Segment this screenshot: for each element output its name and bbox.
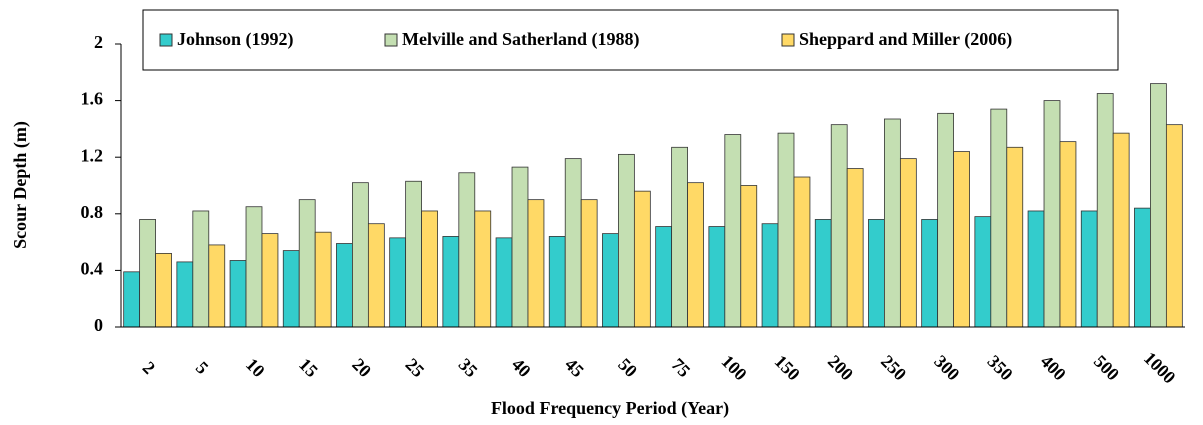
x-tick-label: 25: [401, 354, 428, 381]
bar: [421, 210, 438, 328]
legend-label: Johnson (1992): [177, 29, 294, 50]
bar: [633, 190, 651, 328]
x-tick-label: 5: [192, 357, 213, 378]
bar: [261, 233, 279, 328]
bar: [884, 118, 901, 328]
x-tick-label: 45: [561, 354, 588, 381]
x-tick-label: 75: [667, 354, 694, 381]
bar: [953, 151, 970, 328]
bar: [761, 223, 779, 328]
bar: [245, 206, 263, 328]
x-tick-label: 250: [877, 351, 910, 384]
bar: [1043, 100, 1061, 328]
x-tick-label: 100: [718, 351, 751, 384]
y-tick-label: 2: [94, 32, 103, 52]
bar: [229, 260, 247, 328]
y-tick-label: 1.2: [81, 145, 104, 165]
x-tick-label: 40: [508, 354, 535, 381]
bar: [671, 146, 688, 328]
x-tick-label: 10: [242, 354, 269, 381]
legend-box: [142, 9, 1119, 71]
bar: [298, 199, 316, 328]
bar: [389, 237, 407, 328]
bar: [602, 233, 619, 328]
x-axis-title: Flood Frequency Period (Year): [491, 398, 729, 419]
bar: [1059, 141, 1077, 328]
x-tick-label: 400: [1037, 351, 1070, 384]
bar: [548, 236, 566, 328]
y-axis-title: Scour Depth (m): [10, 121, 31, 249]
y-tick-label: 0: [94, 315, 103, 335]
bar: [314, 231, 332, 328]
y-tick-label: 0.8: [81, 202, 104, 222]
bar: [814, 219, 832, 328]
x-tick-label: 350: [984, 351, 1017, 384]
bar: [527, 199, 545, 328]
bar: [282, 250, 300, 328]
legend-swatch: [159, 33, 173, 47]
legend-label: Sheppard and Miller (2006): [799, 29, 1012, 50]
bar: [777, 132, 795, 328]
bar: [474, 210, 492, 328]
bar: [155, 253, 172, 328]
bar: [618, 153, 635, 328]
bar: [495, 237, 513, 328]
bar: [336, 243, 353, 328]
bar: [708, 226, 726, 328]
bar: [192, 210, 210, 328]
y-tick-label: 1.6: [81, 89, 104, 109]
bar: [793, 176, 811, 328]
bar: [724, 134, 742, 328]
bar: [564, 158, 582, 328]
bar: [937, 112, 954, 328]
bar: [139, 219, 156, 328]
bar: [868, 219, 885, 328]
bar: [921, 219, 939, 328]
bar: [442, 236, 460, 328]
bar: [1006, 146, 1024, 328]
x-tick-label: 500: [1090, 351, 1123, 384]
bar: [830, 124, 848, 328]
x-tick-label: 300: [930, 351, 963, 384]
bar: [367, 223, 385, 328]
x-tick-label: 35: [455, 354, 482, 381]
bar: [123, 271, 141, 328]
bar: [458, 172, 476, 328]
bar: [990, 108, 1008, 328]
bar: [511, 166, 529, 328]
bar: [1080, 210, 1098, 328]
x-tick-label: 2: [139, 357, 160, 378]
legend-swatch: [384, 33, 398, 47]
bar: [208, 244, 226, 328]
bar: [1150, 83, 1167, 328]
x-tick-label: 200: [824, 351, 857, 384]
bar: [405, 180, 422, 328]
x-tick-label: 50: [614, 354, 641, 381]
x-tick-label: 20: [348, 354, 375, 381]
bar: [1134, 207, 1151, 328]
x-tick-label: 150: [771, 351, 804, 384]
bar: [580, 199, 598, 328]
bar: [899, 158, 917, 328]
bar: [1027, 210, 1045, 328]
legend-label: Melville and Satherland (1988): [402, 29, 640, 50]
bar: [687, 182, 704, 328]
bar: [352, 182, 369, 328]
legend-swatch: [781, 33, 795, 47]
y-tick-label: 0.4: [81, 259, 104, 279]
bar: [846, 168, 864, 328]
x-tick-label: 1000: [1140, 348, 1180, 388]
bar: [1096, 93, 1114, 328]
bar: [1112, 132, 1130, 328]
bar: [176, 261, 194, 328]
bar: [1165, 124, 1183, 328]
bar: [974, 216, 992, 328]
x-tick-label: 15: [295, 354, 322, 381]
bar: [655, 226, 673, 328]
bar: [740, 185, 758, 328]
